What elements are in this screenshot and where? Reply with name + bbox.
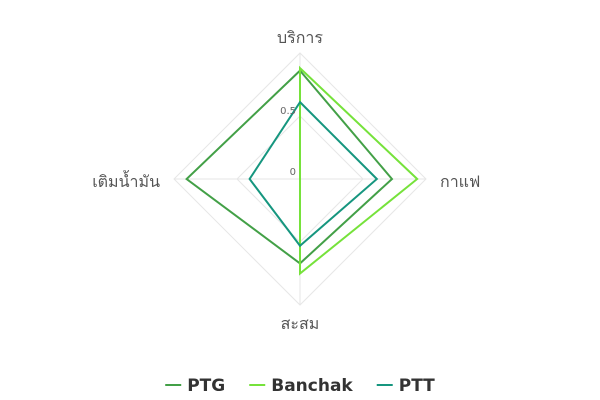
- series-line-banchak: [299, 65, 419, 276]
- axis-label-axis-2: กาแฟ: [440, 172, 480, 191]
- tick-label: 0.5: [280, 106, 296, 117]
- radar-series-layer: [185, 65, 419, 276]
- legend-item-ptt[interactable]: PTT: [376, 376, 435, 396]
- axis-label-axis-1: บริการ: [277, 28, 323, 47]
- legend-item-banchak[interactable]: Banchak: [249, 376, 353, 396]
- chart-legend: PTG Banchak PTT: [165, 376, 435, 396]
- legend-label-ptg: PTG: [187, 376, 225, 396]
- axis-label-axis-3: สะสม: [281, 314, 320, 333]
- tick-label: 0: [290, 167, 296, 178]
- axis-label-axis-4: เติมน้ำมัน: [92, 170, 160, 191]
- legend-item-ptg[interactable]: PTG: [165, 376, 225, 396]
- legend-label-ptt: PTT: [399, 376, 435, 396]
- radar-ticks: 00.5: [280, 106, 296, 178]
- legend-label-banchak: Banchak: [271, 376, 353, 396]
- series-line-ptt: [248, 100, 379, 248]
